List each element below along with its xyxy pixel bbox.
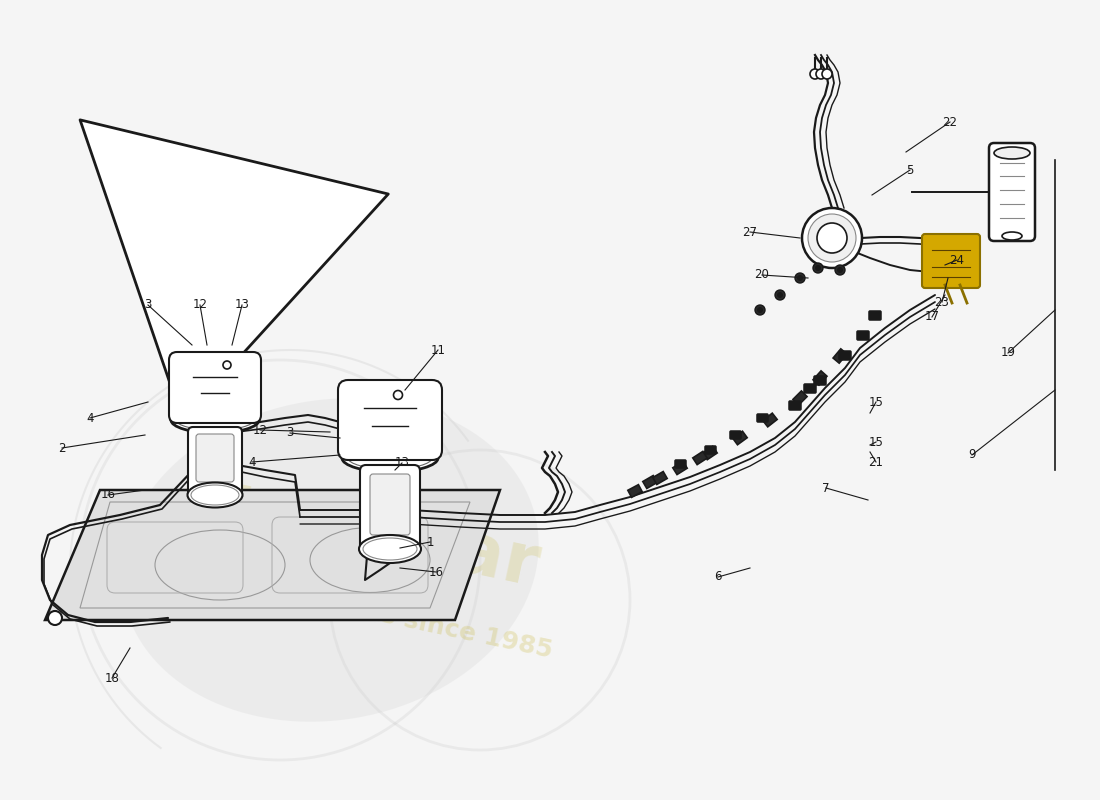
Circle shape xyxy=(802,208,862,268)
FancyBboxPatch shape xyxy=(789,401,801,410)
Polygon shape xyxy=(703,446,717,460)
Circle shape xyxy=(776,290,785,300)
Text: 18: 18 xyxy=(104,671,120,685)
Text: 16: 16 xyxy=(429,566,443,578)
FancyBboxPatch shape xyxy=(857,331,869,340)
FancyBboxPatch shape xyxy=(675,460,686,468)
Text: 24: 24 xyxy=(949,254,965,266)
Circle shape xyxy=(813,263,823,273)
Circle shape xyxy=(837,267,843,273)
Text: 6: 6 xyxy=(714,570,722,583)
Ellipse shape xyxy=(994,147,1030,159)
FancyBboxPatch shape xyxy=(188,427,242,499)
Text: 3: 3 xyxy=(144,298,152,311)
Text: 9: 9 xyxy=(968,449,976,462)
FancyBboxPatch shape xyxy=(196,434,234,482)
Polygon shape xyxy=(833,349,847,363)
Circle shape xyxy=(815,265,821,271)
FancyBboxPatch shape xyxy=(370,474,410,535)
FancyBboxPatch shape xyxy=(804,384,816,393)
Text: 15: 15 xyxy=(869,435,883,449)
Text: 23: 23 xyxy=(935,295,949,309)
Circle shape xyxy=(755,305,764,315)
Circle shape xyxy=(223,361,231,369)
Text: 13: 13 xyxy=(234,298,250,311)
Text: 19: 19 xyxy=(1001,346,1015,359)
Circle shape xyxy=(817,223,847,253)
FancyBboxPatch shape xyxy=(839,351,851,360)
Circle shape xyxy=(394,390,403,399)
Text: 5: 5 xyxy=(906,163,914,177)
Text: 1: 1 xyxy=(427,535,433,549)
Text: 4: 4 xyxy=(249,455,255,469)
Polygon shape xyxy=(642,475,657,489)
Ellipse shape xyxy=(359,535,421,563)
FancyBboxPatch shape xyxy=(922,234,980,288)
Text: 12: 12 xyxy=(253,423,267,437)
FancyBboxPatch shape xyxy=(338,380,442,460)
Text: 21: 21 xyxy=(869,455,883,469)
Text: a place for parts since 1985: a place for parts since 1985 xyxy=(165,558,554,662)
Polygon shape xyxy=(693,451,707,465)
Ellipse shape xyxy=(187,482,242,507)
FancyBboxPatch shape xyxy=(814,376,826,385)
Ellipse shape xyxy=(1002,232,1022,240)
Text: 4: 4 xyxy=(86,411,94,425)
Polygon shape xyxy=(673,462,688,474)
Text: 22: 22 xyxy=(943,115,957,129)
Text: 7: 7 xyxy=(823,482,829,494)
Text: 15: 15 xyxy=(869,395,883,409)
Text: 2: 2 xyxy=(58,442,66,454)
Circle shape xyxy=(48,611,62,625)
Polygon shape xyxy=(628,485,642,498)
Polygon shape xyxy=(793,391,807,405)
Circle shape xyxy=(835,265,845,275)
FancyBboxPatch shape xyxy=(705,446,716,454)
Text: 12: 12 xyxy=(192,298,208,311)
Circle shape xyxy=(798,275,803,281)
Circle shape xyxy=(757,307,763,313)
Text: 11: 11 xyxy=(430,343,446,357)
Circle shape xyxy=(795,273,805,283)
Polygon shape xyxy=(813,371,827,385)
FancyBboxPatch shape xyxy=(989,143,1035,241)
Text: 17: 17 xyxy=(924,310,939,323)
FancyBboxPatch shape xyxy=(169,352,261,423)
Text: eurospar: eurospar xyxy=(175,458,546,602)
Text: 27: 27 xyxy=(742,226,758,238)
Polygon shape xyxy=(733,431,747,445)
Ellipse shape xyxy=(342,444,438,472)
Polygon shape xyxy=(45,490,501,620)
Polygon shape xyxy=(652,471,668,485)
Circle shape xyxy=(777,292,783,298)
FancyBboxPatch shape xyxy=(360,465,420,555)
FancyBboxPatch shape xyxy=(757,414,768,422)
Text: 16: 16 xyxy=(100,489,116,502)
Polygon shape xyxy=(762,413,778,427)
Ellipse shape xyxy=(121,398,539,722)
Ellipse shape xyxy=(170,407,258,433)
Circle shape xyxy=(810,69,820,79)
FancyBboxPatch shape xyxy=(730,431,741,439)
Text: 13: 13 xyxy=(395,457,409,470)
Text: 3: 3 xyxy=(286,426,294,439)
Circle shape xyxy=(808,214,856,262)
Circle shape xyxy=(816,69,826,79)
Circle shape xyxy=(822,69,832,79)
Text: 20: 20 xyxy=(755,269,769,282)
FancyBboxPatch shape xyxy=(869,311,881,320)
